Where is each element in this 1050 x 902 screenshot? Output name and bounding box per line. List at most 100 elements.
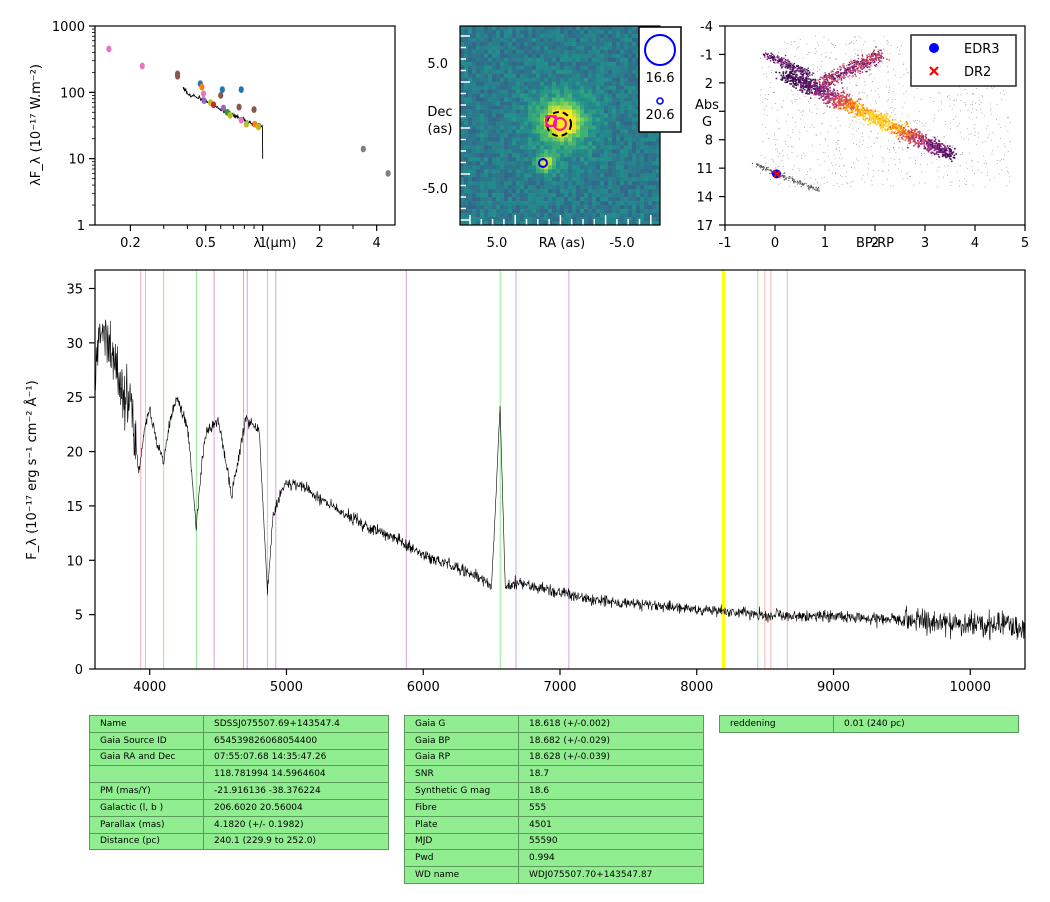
image-pixel bbox=[484, 189, 489, 194]
hrd-star bbox=[937, 136, 938, 137]
image-pixel bbox=[636, 165, 641, 170]
hrd-star bbox=[927, 146, 930, 149]
image-pixel bbox=[564, 33, 569, 39]
hrd-star bbox=[792, 81, 795, 84]
image-pixel bbox=[488, 109, 493, 114]
image-pixel bbox=[628, 105, 633, 110]
hrd-star bbox=[851, 76, 853, 77]
hrd-star bbox=[956, 171, 958, 173]
image-pixel bbox=[480, 41, 485, 47]
image-pixel bbox=[588, 61, 593, 67]
image-pixel bbox=[512, 205, 517, 210]
image-pixel bbox=[620, 201, 625, 206]
hrd-star bbox=[895, 152, 897, 154]
image-pixel bbox=[616, 217, 621, 222]
hrd-star bbox=[796, 99, 798, 100]
image-pixel bbox=[460, 85, 465, 90]
image-pixel bbox=[596, 193, 601, 198]
hrd-star bbox=[885, 125, 887, 127]
hrd-star bbox=[829, 106, 831, 108]
hrd-star bbox=[886, 100, 888, 102]
image-pixel bbox=[552, 129, 557, 134]
image-pixel bbox=[600, 89, 605, 94]
hrd-star bbox=[941, 155, 944, 158]
image-pixel bbox=[580, 193, 585, 198]
hrd-star bbox=[861, 49, 862, 51]
image-pixel bbox=[548, 97, 553, 102]
image-pixel bbox=[464, 69, 469, 75]
image-pixel bbox=[548, 125, 553, 130]
hrd-star bbox=[789, 77, 791, 80]
image-pixel bbox=[584, 65, 589, 71]
hrd-star bbox=[765, 98, 766, 99]
image-pixel bbox=[656, 141, 661, 146]
image-pixel bbox=[588, 213, 593, 218]
image-pixel bbox=[460, 41, 465, 47]
image-pixel bbox=[584, 129, 589, 134]
hrd-star bbox=[847, 99, 850, 101]
image-pixel bbox=[492, 49, 497, 55]
image-pixel bbox=[620, 57, 625, 63]
hrd-star bbox=[794, 84, 796, 86]
image-pixel bbox=[616, 57, 621, 63]
hrd-star bbox=[839, 96, 841, 98]
image-pixel bbox=[464, 85, 469, 90]
hrd-star bbox=[832, 104, 834, 107]
hrd-star bbox=[869, 122, 871, 124]
image-pixel bbox=[488, 85, 493, 90]
image-pixel bbox=[532, 26, 537, 31]
sed-point bbox=[227, 111, 233, 119]
hrd-star bbox=[847, 110, 849, 112]
hrd-star bbox=[894, 130, 896, 132]
image-pixel bbox=[464, 45, 469, 51]
image-pixel bbox=[496, 189, 501, 194]
image-pixel bbox=[656, 213, 661, 218]
image-pixel bbox=[508, 113, 513, 118]
hrd-star bbox=[976, 88, 978, 89]
image-pixel bbox=[640, 157, 645, 162]
hrd-star bbox=[813, 87, 816, 89]
image-pixel bbox=[536, 49, 541, 55]
hrd-star bbox=[824, 56, 826, 58]
hrd-star bbox=[760, 58, 761, 59]
image-pixel bbox=[592, 125, 597, 130]
hrd-star bbox=[936, 186, 938, 188]
hrd-star bbox=[938, 176, 940, 178]
hrd-star bbox=[885, 119, 887, 121]
image-pixel bbox=[508, 169, 513, 174]
image-pixel bbox=[504, 177, 509, 182]
image-pixel bbox=[532, 117, 537, 122]
image-pixel bbox=[496, 141, 501, 146]
hrd-star bbox=[799, 85, 802, 88]
hrd-star bbox=[801, 155, 803, 156]
image-pixel bbox=[656, 149, 661, 154]
image-pixel bbox=[580, 81, 585, 86]
image-pixel bbox=[540, 93, 545, 98]
hrd-star bbox=[960, 136, 962, 138]
image-pixel bbox=[624, 177, 629, 182]
image-pixel bbox=[624, 137, 629, 142]
image-pixel bbox=[564, 165, 569, 170]
image-pixel bbox=[628, 205, 633, 210]
hrd-star bbox=[927, 150, 930, 153]
image-pixel bbox=[504, 61, 509, 67]
hrd-star bbox=[1005, 125, 1006, 127]
hrd-star bbox=[957, 94, 958, 96]
image-pixel bbox=[572, 189, 577, 194]
hrd-star bbox=[866, 109, 868, 112]
image-pixel bbox=[532, 57, 537, 63]
image-pixel bbox=[644, 185, 649, 190]
image-pixel bbox=[588, 89, 593, 94]
image-pixel bbox=[572, 85, 577, 90]
image-pixel bbox=[648, 153, 653, 158]
hrd-star bbox=[915, 160, 916, 162]
image-pixel bbox=[648, 149, 653, 154]
image-pixel bbox=[624, 213, 629, 218]
image-pixel bbox=[516, 65, 521, 71]
image-pixel bbox=[632, 193, 637, 198]
image-pixel bbox=[516, 57, 521, 63]
image-pixel bbox=[584, 69, 589, 75]
hrd-star bbox=[840, 98, 843, 100]
hrd-star bbox=[773, 91, 775, 93]
image-pixel bbox=[500, 97, 505, 102]
